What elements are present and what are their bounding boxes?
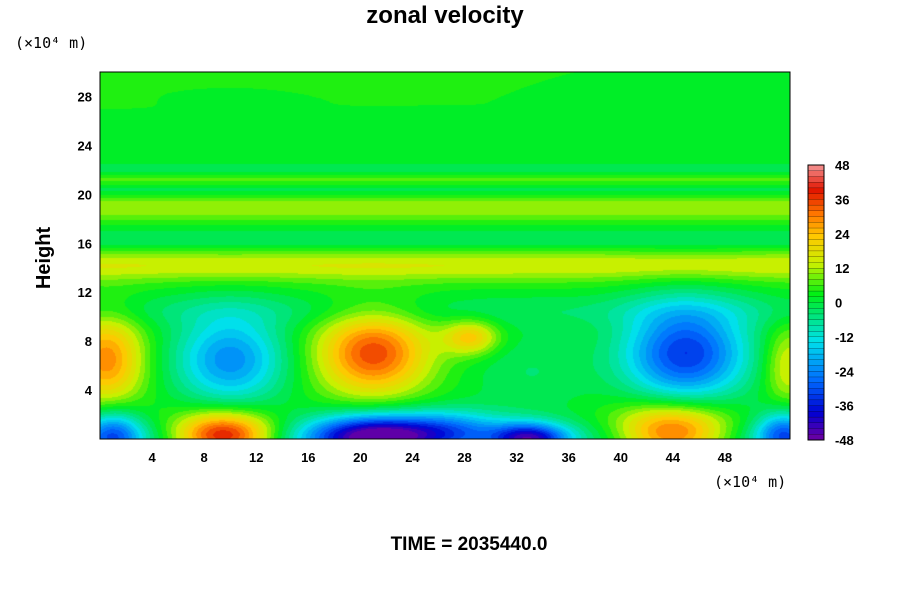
- colorbar-tick-label: -24: [835, 364, 855, 379]
- colorbar-tick-label: 36: [835, 192, 849, 207]
- x-unit-label: (×10⁴ m): [714, 473, 786, 491]
- colorbar-swatch: [807, 216, 825, 223]
- colorbar-swatch: [807, 434, 825, 441]
- colorbar-swatch: [807, 308, 825, 315]
- colorbar-swatch: [807, 365, 825, 372]
- y-tick-label: 20: [78, 187, 92, 202]
- colorbar-swatch: [807, 405, 825, 412]
- colorbar-swatch: [807, 422, 825, 429]
- y-tick-label: 12: [78, 285, 92, 300]
- colorbar-swatch: [807, 359, 825, 366]
- colorbar-swatch: [807, 250, 825, 258]
- x-tick-label: 48: [718, 450, 732, 465]
- colorbar-tick-labels: 48 36 24 12 0 -12 -24 -36 -48: [835, 158, 855, 448]
- colorbar-swatch: [807, 313, 825, 321]
- colorbar-swatch: [807, 325, 825, 332]
- x-tick-label: 12: [249, 450, 263, 465]
- x-tick-label: 8: [201, 450, 208, 465]
- colorbar-tick-label: 24: [835, 227, 850, 242]
- colorbar-tick-label: 48: [835, 158, 849, 173]
- y-tick-label: 8: [85, 334, 92, 349]
- colorbar-tick-label: 12: [835, 261, 849, 276]
- colorbar-swatch: [807, 164, 825, 172]
- y-tick-labels: 4 8 12 16 20 24 28: [78, 89, 93, 398]
- x-tick-label: 24: [405, 450, 420, 465]
- colorbar-swatch: [807, 353, 825, 361]
- colorbar-swatch: [807, 233, 825, 240]
- colorbar-tick-label: -36: [835, 399, 854, 414]
- colorbar-swatch: [807, 416, 825, 424]
- y-tick-label: 28: [78, 89, 92, 104]
- x-tick-labels: 4 8 12 16 20 24 28 32 36 40 44 48: [148, 450, 732, 465]
- x-tick-label: 20: [353, 450, 367, 465]
- colorbar-swatch: [807, 319, 825, 326]
- colorbar-swatch: [807, 182, 825, 189]
- colorbar-swatch: [807, 371, 825, 378]
- colorbar-swatch: [807, 428, 825, 435]
- y-tick-label: 16: [78, 236, 92, 251]
- colorbar-tick-label: -48: [835, 433, 854, 448]
- colorbar-swatch: [807, 227, 825, 235]
- colorbar-swatch: [807, 239, 825, 246]
- colorbar-swatch: [807, 193, 825, 200]
- colorbar-swatch: [807, 342, 825, 349]
- y-unit-label: (×10⁴ m): [15, 34, 87, 52]
- colorbar-swatch: [807, 376, 825, 384]
- colorbar-swatch: [807, 399, 825, 407]
- y-tick-label: 24: [78, 138, 93, 153]
- colorbar-swatch: [807, 285, 825, 292]
- colorbar-swatch: [807, 204, 825, 212]
- colorbar: [807, 164, 825, 441]
- colorbar-swatch: [807, 411, 825, 418]
- colorbar-swatch: [807, 210, 825, 217]
- y-axis-label: Height: [33, 227, 55, 290]
- plot-frame: [99, 71, 791, 440]
- colorbar-swatch: [807, 199, 825, 206]
- contour-field: [100, 72, 790, 439]
- colorbar-swatch: [807, 170, 825, 177]
- colorbar-swatch: [807, 245, 825, 252]
- colorbar-swatch: [807, 394, 825, 401]
- x-tick-label: 32: [509, 450, 523, 465]
- colorbar-swatch: [807, 290, 825, 298]
- colorbar-swatch: [807, 296, 825, 303]
- colorbar-swatch: [807, 187, 825, 195]
- colorbar-swatch: [807, 348, 825, 355]
- colorbar-swatch: [807, 268, 825, 275]
- x-tick-label: 44: [666, 450, 681, 465]
- x-tick-label: 4: [148, 450, 156, 465]
- colorbar-swatch: [807, 176, 825, 183]
- colorbar-frame: [807, 164, 825, 441]
- colorbar-swatch: [807, 388, 825, 395]
- colorbar-swatch: [807, 302, 825, 309]
- colorbar-swatch: [807, 382, 825, 389]
- colorbar-swatch: [807, 336, 825, 344]
- colorbar-tick-label: 0: [835, 296, 842, 311]
- x-tick-label: 40: [614, 450, 628, 465]
- colorbar-swatch: [807, 273, 825, 281]
- colorbar-swatch: [807, 222, 825, 229]
- x-tick-label: 36: [561, 450, 575, 465]
- colorbar-swatch: [807, 331, 825, 338]
- colorbar-swatch: [807, 256, 825, 263]
- chart-title: zonal velocity: [366, 2, 524, 29]
- time-label: TIME = 2035440.0: [391, 534, 548, 555]
- y-tick-label: 4: [85, 383, 93, 398]
- contour-field-image: [100, 72, 790, 439]
- colorbar-swatch: [807, 262, 825, 269]
- x-tick-label: 28: [457, 450, 471, 465]
- x-tick-label: 16: [301, 450, 315, 465]
- colorbar-tick-label: -12: [835, 330, 854, 345]
- colorbar-swatch: [807, 279, 825, 286]
